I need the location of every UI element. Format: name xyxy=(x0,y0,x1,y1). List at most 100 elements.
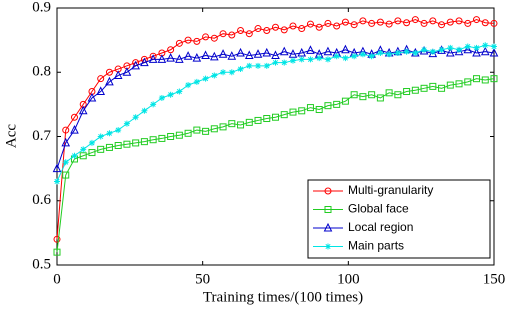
y-axis-label: Acc xyxy=(3,124,19,148)
marker xyxy=(132,139,140,147)
marker xyxy=(255,62,262,69)
marker xyxy=(253,49,263,58)
marker xyxy=(481,76,489,84)
marker xyxy=(192,52,202,62)
marker xyxy=(123,140,131,148)
marker xyxy=(218,49,228,58)
marker xyxy=(210,51,219,61)
marker xyxy=(351,53,358,60)
marker xyxy=(403,88,411,96)
marker xyxy=(438,84,446,92)
marker xyxy=(445,47,455,57)
marker xyxy=(211,72,218,79)
marker xyxy=(53,235,61,243)
marker xyxy=(244,50,254,60)
marker xyxy=(394,17,402,25)
marker xyxy=(429,17,437,25)
marker xyxy=(237,121,245,129)
marker xyxy=(148,54,158,63)
legend-label: Global face xyxy=(348,202,409,216)
marker xyxy=(306,45,315,54)
marker xyxy=(325,243,331,250)
marker xyxy=(491,43,497,50)
marker xyxy=(106,130,113,137)
marker xyxy=(324,56,331,63)
marker xyxy=(150,101,157,108)
marker xyxy=(97,145,105,153)
marker xyxy=(132,114,139,121)
marker xyxy=(455,80,463,88)
marker xyxy=(368,19,376,27)
marker xyxy=(324,19,332,27)
marker xyxy=(420,84,428,92)
marker xyxy=(157,54,167,63)
marker xyxy=(350,21,358,29)
marker xyxy=(202,33,210,41)
marker xyxy=(52,163,62,173)
marker xyxy=(473,44,480,51)
marker xyxy=(412,49,419,56)
y-tick-label: 0.8 xyxy=(32,64,51,80)
marker xyxy=(70,124,79,134)
marker xyxy=(306,20,314,28)
marker xyxy=(113,70,123,79)
marker xyxy=(158,94,165,101)
marker xyxy=(473,16,481,24)
marker xyxy=(97,133,104,140)
marker xyxy=(62,171,70,179)
x-tick-label: 0 xyxy=(53,271,61,287)
marker xyxy=(456,46,463,53)
marker xyxy=(263,26,271,34)
marker xyxy=(220,69,227,76)
marker xyxy=(262,47,272,57)
marker xyxy=(272,59,279,66)
marker xyxy=(350,91,358,99)
marker xyxy=(447,44,454,51)
series-line xyxy=(56,44,495,182)
marker xyxy=(377,49,384,56)
marker xyxy=(368,91,376,99)
marker xyxy=(228,69,235,76)
marker xyxy=(245,118,253,126)
marker xyxy=(263,62,270,69)
marker xyxy=(403,48,410,55)
marker xyxy=(54,178,60,185)
marker xyxy=(446,81,454,89)
marker xyxy=(123,120,130,127)
marker xyxy=(324,102,332,110)
marker xyxy=(210,34,218,42)
marker xyxy=(202,75,209,82)
marker xyxy=(201,50,210,60)
marker xyxy=(359,51,366,58)
marker xyxy=(78,105,88,115)
marker xyxy=(193,126,201,134)
marker xyxy=(80,146,87,153)
marker xyxy=(403,19,411,27)
marker xyxy=(71,152,78,159)
marker xyxy=(341,44,350,54)
marker xyxy=(228,31,236,39)
marker xyxy=(473,75,481,83)
marker xyxy=(263,115,271,123)
marker xyxy=(411,16,419,24)
marker xyxy=(376,18,384,26)
y-tick-label: 0.5 xyxy=(32,256,51,272)
marker xyxy=(237,26,245,34)
marker xyxy=(385,20,393,28)
marker xyxy=(411,86,419,94)
series-line xyxy=(56,49,495,169)
marker xyxy=(359,17,367,25)
marker xyxy=(315,23,323,31)
marker xyxy=(271,50,280,60)
marker xyxy=(463,44,473,54)
legend-box xyxy=(307,179,491,259)
marker xyxy=(333,22,341,30)
marker xyxy=(333,100,341,108)
marker xyxy=(288,49,298,58)
marker xyxy=(280,111,288,119)
marker xyxy=(176,88,183,95)
marker xyxy=(289,57,296,64)
marker xyxy=(386,51,393,58)
marker xyxy=(140,138,148,146)
